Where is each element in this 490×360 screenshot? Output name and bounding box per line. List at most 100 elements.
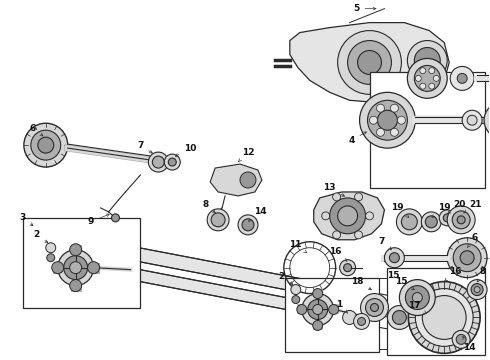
Circle shape (457, 216, 465, 224)
Circle shape (425, 216, 437, 228)
Circle shape (238, 215, 258, 235)
Circle shape (448, 306, 460, 318)
Circle shape (64, 256, 88, 280)
Text: 19: 19 (432, 203, 450, 217)
Text: 9: 9 (87, 214, 109, 226)
Text: 4: 4 (348, 132, 367, 145)
Circle shape (447, 238, 487, 278)
Circle shape (368, 100, 407, 140)
Circle shape (416, 289, 473, 346)
Circle shape (425, 318, 433, 325)
Bar (347, 278, 457, 349)
Circle shape (460, 251, 474, 265)
Polygon shape (210, 164, 262, 196)
Circle shape (439, 210, 455, 226)
Text: 10: 10 (175, 144, 196, 156)
Text: 12: 12 (239, 148, 254, 162)
Circle shape (388, 306, 412, 329)
Circle shape (474, 287, 480, 293)
Circle shape (444, 302, 464, 321)
Text: 20: 20 (448, 201, 466, 213)
Text: 1: 1 (337, 300, 347, 313)
Circle shape (240, 172, 256, 188)
Polygon shape (314, 192, 385, 240)
Text: 15: 15 (395, 277, 415, 290)
Circle shape (329, 305, 339, 315)
Circle shape (399, 280, 435, 315)
Circle shape (211, 213, 225, 227)
Circle shape (420, 68, 426, 73)
Circle shape (333, 193, 341, 201)
Circle shape (484, 102, 490, 138)
Circle shape (308, 300, 328, 319)
Circle shape (401, 214, 417, 230)
Circle shape (340, 260, 356, 276)
Circle shape (420, 312, 438, 330)
Circle shape (369, 116, 377, 124)
Circle shape (416, 75, 421, 81)
Circle shape (47, 254, 55, 262)
Circle shape (70, 244, 82, 256)
Text: 5: 5 (353, 4, 376, 13)
Circle shape (322, 212, 330, 220)
Circle shape (313, 289, 323, 298)
Circle shape (405, 285, 429, 310)
Circle shape (168, 158, 176, 166)
Circle shape (390, 253, 399, 263)
Circle shape (407, 58, 447, 98)
Circle shape (297, 305, 307, 315)
Polygon shape (290, 23, 449, 102)
Circle shape (385, 248, 404, 268)
Text: 7: 7 (378, 237, 392, 249)
Text: 3: 3 (20, 213, 33, 226)
Text: 15: 15 (388, 271, 400, 280)
Circle shape (450, 67, 474, 90)
Circle shape (415, 66, 440, 91)
Text: 11: 11 (289, 240, 307, 253)
Circle shape (24, 123, 68, 167)
Text: 6: 6 (30, 124, 43, 136)
Text: 2: 2 (34, 230, 48, 243)
Circle shape (462, 110, 482, 130)
Circle shape (452, 211, 470, 229)
Text: 13: 13 (323, 184, 344, 196)
Text: 7: 7 (137, 141, 152, 153)
Text: 18: 18 (351, 277, 371, 290)
Circle shape (420, 83, 426, 89)
Text: 16: 16 (329, 247, 347, 261)
Circle shape (338, 31, 401, 94)
Text: 14: 14 (248, 207, 266, 221)
Circle shape (112, 214, 120, 222)
Circle shape (333, 231, 341, 239)
Polygon shape (369, 72, 485, 188)
Text: 8: 8 (477, 267, 486, 282)
Circle shape (46, 243, 56, 253)
Text: 21: 21 (464, 201, 481, 213)
Circle shape (408, 282, 480, 353)
Circle shape (207, 209, 229, 231)
Circle shape (291, 285, 301, 294)
Circle shape (422, 296, 466, 339)
Circle shape (452, 330, 470, 348)
Circle shape (360, 92, 416, 148)
Circle shape (292, 296, 300, 303)
Text: 14: 14 (463, 337, 475, 352)
Circle shape (377, 110, 397, 130)
Circle shape (242, 219, 254, 231)
Circle shape (407, 41, 447, 80)
Circle shape (358, 50, 382, 75)
Circle shape (347, 41, 392, 84)
Text: 6: 6 (467, 233, 478, 247)
Circle shape (391, 104, 398, 112)
Circle shape (376, 104, 385, 112)
Circle shape (52, 262, 64, 274)
Bar (285, 278, 379, 352)
Circle shape (453, 244, 481, 272)
Circle shape (361, 293, 389, 321)
Circle shape (354, 314, 369, 329)
Circle shape (467, 115, 477, 125)
Circle shape (467, 280, 487, 300)
Circle shape (370, 303, 378, 311)
Circle shape (355, 231, 363, 239)
Circle shape (366, 212, 373, 220)
